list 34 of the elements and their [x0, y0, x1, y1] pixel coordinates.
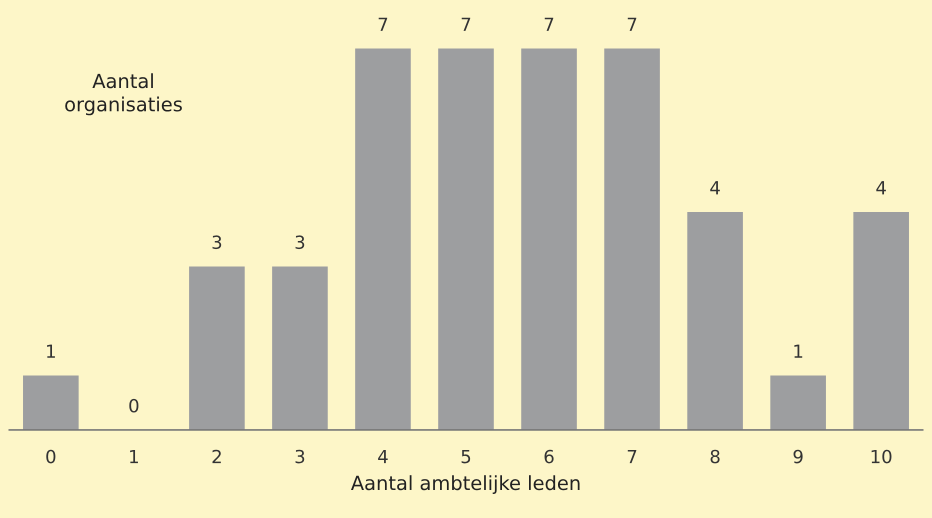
- x-axis-title: Aantal ambtelijke leden: [350, 475, 580, 494]
- data-label: 1: [47, 344, 55, 358]
- data-label: 4: [876, 181, 886, 194]
- bar: [770, 375, 826, 430]
- bar: [23, 375, 79, 430]
- x-tick-label: 2: [212, 450, 221, 464]
- bar: [687, 212, 743, 430]
- x-tick-label: 0: [46, 450, 56, 464]
- data-label: 3: [212, 235, 222, 250]
- data-label: 0: [129, 398, 138, 413]
- bar: [521, 48, 577, 430]
- x-tick-label: 3: [296, 450, 304, 464]
- x-tick-label: 7: [628, 450, 636, 464]
- bar: [604, 48, 660, 430]
- x-tick-label: 4: [378, 450, 388, 464]
- x-tick-label: 6: [544, 450, 554, 464]
- data-label: 7: [378, 18, 388, 31]
- bar: [853, 212, 909, 430]
- bar: [189, 266, 245, 430]
- data-label: 7: [628, 18, 636, 31]
- x-tick-label: 8: [710, 450, 720, 464]
- x-tick-label: 10: [872, 450, 892, 464]
- bar: [438, 48, 494, 430]
- data-label: 7: [462, 18, 470, 31]
- bar: [272, 266, 328, 430]
- x-tick-label: 1: [130, 450, 138, 464]
- x-tick-label: 5: [462, 450, 470, 464]
- y-axis-title: Aantal organisaties: [65, 73, 182, 116]
- data-label: 7: [544, 18, 554, 31]
- x-tick-label: 9: [794, 450, 803, 464]
- bar: [355, 48, 411, 430]
- data-label: 3: [296, 235, 304, 250]
- data-label: 4: [710, 181, 720, 194]
- data-label: 1: [794, 344, 802, 358]
